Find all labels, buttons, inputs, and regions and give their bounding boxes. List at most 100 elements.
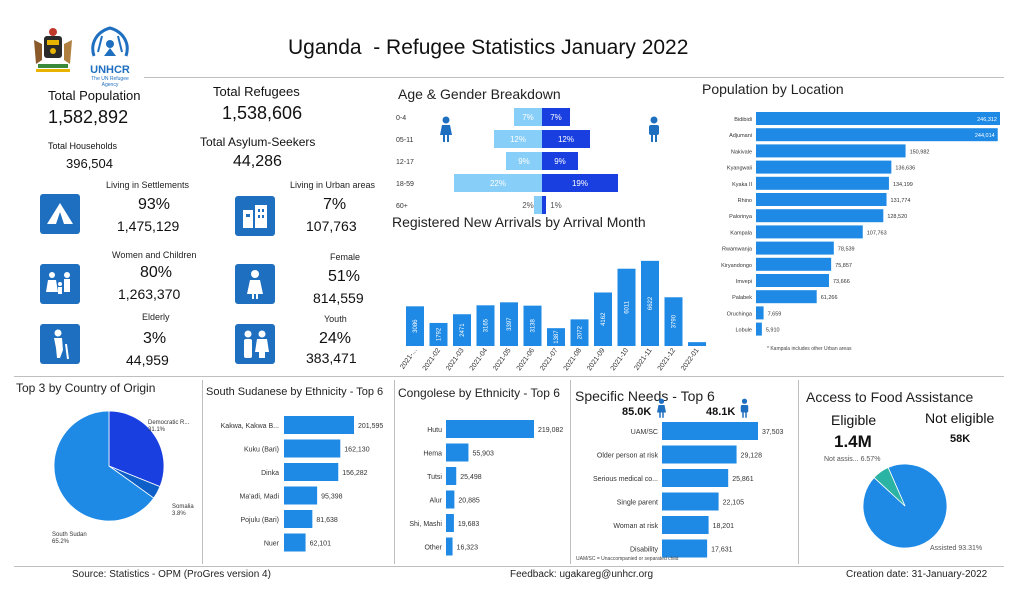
specific-needs-female-icon	[657, 398, 666, 423]
arrival-month-label: 2021-04	[469, 347, 490, 372]
arrival-month-label: 2021-12	[657, 347, 678, 372]
age-gender-title: Age & Gender Breakdown	[398, 86, 561, 102]
male-bar	[542, 174, 618, 192]
location-chart: Bidibidi 246,312 Adjumani 244,014 Nakivale 15…	[721, 112, 1000, 336]
location-bar	[756, 290, 817, 304]
location-name-label: Palorinya	[729, 214, 753, 220]
location-name-label: Oruchinga	[727, 311, 753, 317]
congolese-bar	[446, 467, 457, 485]
arrival-bar	[641, 260, 659, 346]
location-value-label: 128,520	[887, 214, 907, 220]
family-icon	[40, 264, 80, 304]
location-name-label: Imvepi	[736, 279, 752, 285]
south-sudanese-bar	[284, 416, 354, 434]
male-bar	[542, 152, 578, 170]
specific-needs-category-label: UAM/SC	[631, 429, 658, 436]
congolese-bar	[446, 420, 534, 438]
congolese-category-label: Alur	[430, 498, 443, 505]
settlements-num: 1,475,129	[117, 218, 180, 234]
arrival-bar	[523, 305, 542, 346]
arrival-value-label: 3790	[672, 314, 678, 328]
arrival-value-label: 2072	[578, 325, 584, 339]
specific-needs-value-label: 29,128	[741, 453, 763, 460]
location-name-label: Palabek	[732, 295, 752, 301]
age-group-label: 12-17	[396, 159, 414, 166]
female-bar	[506, 152, 542, 170]
location-name-label: Rhino	[738, 198, 752, 204]
south-sudanese-category-label: Kakwa, Kakwa B...	[221, 423, 279, 430]
female-bar	[534, 196, 542, 214]
location-bar	[756, 306, 764, 320]
location-bar	[756, 241, 834, 255]
unhcr-logo-subtext: The UN Refugee Agency	[91, 76, 129, 88]
arrivals-chart: 3086 2021-... 1792 2021-02 2471 2021-03 3165 20…	[399, 260, 706, 372]
location-bar	[756, 322, 762, 336]
settlements-label: Living in Settlements	[106, 180, 190, 190]
location-value-label: 61,266	[821, 295, 838, 301]
age-group-label: 18-59	[396, 181, 414, 188]
origin-country-label: Somalia	[172, 504, 194, 510]
specific-needs-category-label: Single parent	[617, 500, 658, 507]
arrival-month-label: 2021-05	[492, 347, 513, 372]
specific-needs-title: Specific Needs - Top 6	[575, 388, 715, 404]
female-bar	[454, 174, 542, 192]
women-children-pct: 80%	[140, 264, 173, 281]
location-bar	[756, 144, 906, 158]
location-title: Population by Location	[702, 81, 844, 97]
south-sudanese-category-label: Kuku (Bari)	[244, 447, 279, 454]
arrival-value-label: 3397	[507, 317, 513, 331]
congolese-title: Congolese by Ethnicity - Top 6	[398, 386, 560, 400]
south-sudanese-value-label: 156,282	[342, 470, 367, 477]
youth-num: 383,471	[306, 350, 357, 366]
origin-slice	[53, 410, 155, 522]
origin-pct-label: 65.2%	[52, 539, 70, 545]
arrival-bar	[500, 302, 518, 346]
location-value-label: 5,910	[766, 328, 780, 334]
specific-needs-bar	[662, 492, 719, 511]
food-slice	[873, 467, 906, 507]
location-name-label: Kyangwali	[727, 166, 752, 172]
elderly-pct: 3%	[143, 330, 167, 347]
female-bar	[494, 130, 542, 148]
food-eligible-label: Eligible	[831, 412, 877, 428]
youth-pct: 24%	[319, 330, 352, 347]
south-sudanese-value-label: 201,595	[358, 423, 383, 430]
arrival-value-label: 6011	[625, 300, 631, 314]
divider-1	[202, 380, 203, 564]
divider-3	[570, 380, 571, 564]
specific-needs-male-icon	[740, 398, 749, 423]
arrival-value-label: 4162	[601, 312, 607, 326]
arrival-month-label: 2021-03	[445, 347, 466, 372]
arrival-month-label: 2021-10	[610, 347, 631, 372]
arrival-bar	[429, 322, 448, 346]
total-refugees-label: Total Refugees	[213, 84, 300, 99]
arrival-bar	[453, 314, 471, 346]
origin-title: Top 3 by Country of Origin	[16, 381, 156, 395]
food-pie-chart: Not assis... 6.57% Assisted 93.31%	[824, 456, 982, 552]
page-title: Uganda - Refugee Statistics January 2022	[288, 36, 689, 59]
elderly-label: Elderly	[142, 312, 170, 322]
specific-needs-bar	[662, 469, 729, 487]
age-group-label: 0-4	[396, 115, 406, 122]
footer-creation-date: Creation date: 31-January-2022	[846, 569, 988, 580]
specific-needs-category-label: Disability	[630, 547, 659, 554]
south-sudanese-category-label: Dinka	[261, 470, 279, 477]
female-pct-label: 12%	[510, 135, 526, 144]
food-eligible-value: 1.4M	[834, 432, 872, 451]
arrival-value-label: 2471	[460, 323, 466, 337]
congolese-value-label: 25,498	[460, 474, 482, 481]
specific-needs-value-label: 37,503	[762, 429, 784, 436]
arrival-month-label: 2022-01	[680, 347, 701, 372]
location-bar	[756, 209, 884, 223]
arrival-month-label: 2021-02	[422, 347, 443, 372]
location-bar	[756, 225, 863, 239]
origin-pct-label: 3.8%	[172, 511, 186, 517]
elderly-num: 44,959	[126, 352, 169, 368]
arrival-bar	[617, 268, 636, 346]
female-pct-label: 22%	[490, 179, 506, 188]
food-not-eligible-value: 58K	[950, 433, 971, 445]
urban-label: Living in Urban areas	[290, 180, 376, 190]
male-pct-label: 9%	[554, 157, 566, 166]
specific-needs-bar	[662, 445, 737, 464]
location-value-label: 73,666	[833, 279, 850, 285]
